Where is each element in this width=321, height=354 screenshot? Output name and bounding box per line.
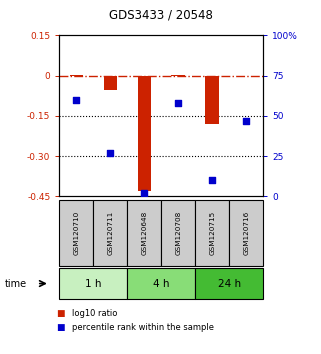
Bar — [137, 76, 151, 191]
Text: GSM120648: GSM120648 — [141, 211, 147, 255]
Text: percentile rank within the sample: percentile rank within the sample — [72, 323, 214, 332]
Bar — [70, 75, 83, 76]
Text: time: time — [5, 279, 27, 289]
Text: 24 h: 24 h — [218, 279, 241, 289]
Text: 4 h: 4 h — [153, 279, 169, 289]
Bar — [171, 75, 185, 76]
Text: GSM120715: GSM120715 — [209, 211, 215, 255]
Text: 1 h: 1 h — [85, 279, 102, 289]
Bar — [205, 76, 219, 124]
Text: GDS3433 / 20548: GDS3433 / 20548 — [108, 9, 213, 22]
Text: ■: ■ — [56, 323, 65, 332]
Point — [176, 100, 181, 106]
Text: GSM120716: GSM120716 — [243, 211, 249, 255]
Text: GSM120708: GSM120708 — [175, 211, 181, 255]
Point — [244, 118, 249, 124]
Point — [108, 150, 113, 156]
Text: GSM120710: GSM120710 — [74, 211, 79, 255]
Text: log10 ratio: log10 ratio — [72, 309, 117, 318]
Point — [74, 97, 79, 103]
Text: ■: ■ — [56, 309, 65, 318]
Text: GSM120711: GSM120711 — [107, 211, 113, 255]
Point — [210, 178, 215, 183]
Point — [142, 190, 147, 196]
Bar — [104, 76, 117, 90]
